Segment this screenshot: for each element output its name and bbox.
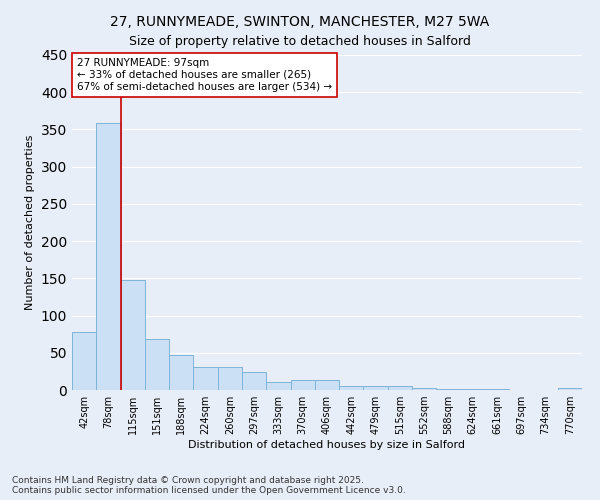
- Bar: [218, 367, 242, 390]
- Bar: [290, 380, 315, 390]
- Text: 27 RUNNYMEADE: 97sqm
← 33% of detached houses are smaller (265)
67% of semi-deta: 27 RUNNYMEADE: 97sqm ← 33% of detached h…: [77, 58, 332, 92]
- Bar: [266, 382, 290, 390]
- Bar: [558, 388, 582, 390]
- Bar: [242, 372, 266, 390]
- Bar: [96, 124, 121, 390]
- Text: Contains HM Land Registry data © Crown copyright and database right 2025.
Contai: Contains HM Land Registry data © Crown c…: [12, 476, 406, 495]
- Bar: [193, 367, 218, 390]
- Text: 27, RUNNYMEADE, SWINTON, MANCHESTER, M27 5WA: 27, RUNNYMEADE, SWINTON, MANCHESTER, M27…: [110, 15, 490, 29]
- Bar: [339, 386, 364, 390]
- Bar: [412, 388, 436, 390]
- Bar: [388, 386, 412, 390]
- Bar: [364, 386, 388, 390]
- X-axis label: Distribution of detached houses by size in Salford: Distribution of detached houses by size …: [188, 440, 466, 450]
- Bar: [121, 280, 145, 390]
- Text: Size of property relative to detached houses in Salford: Size of property relative to detached ho…: [129, 35, 471, 48]
- Bar: [315, 380, 339, 390]
- Bar: [145, 338, 169, 390]
- Bar: [72, 332, 96, 390]
- Bar: [169, 355, 193, 390]
- Y-axis label: Number of detached properties: Number of detached properties: [25, 135, 35, 310]
